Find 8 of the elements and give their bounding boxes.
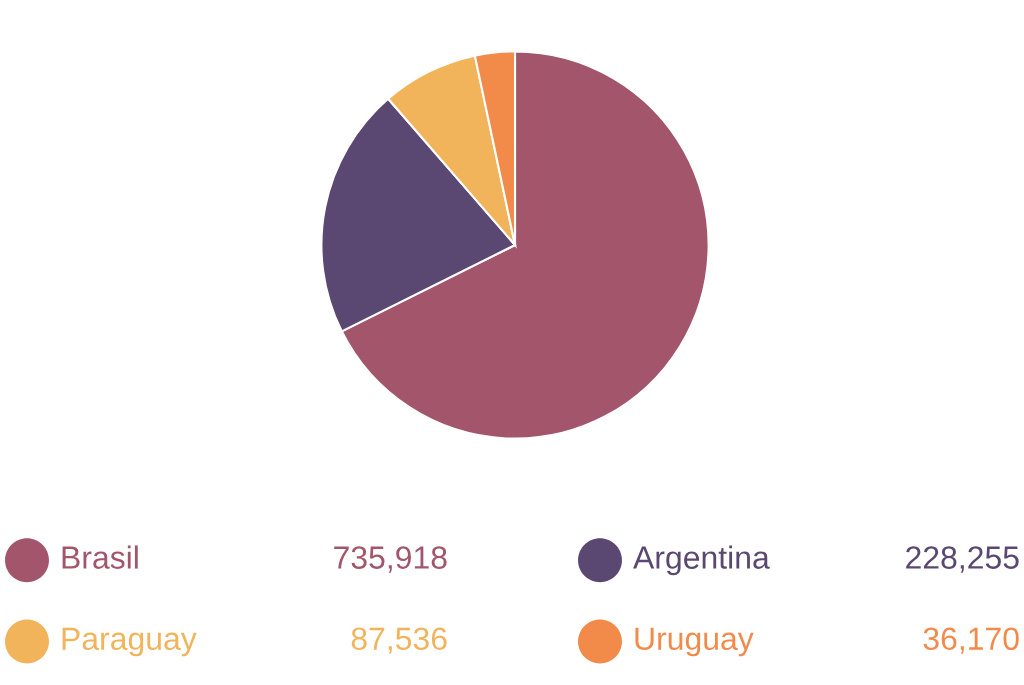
legend-label: Argentina xyxy=(633,545,770,576)
data-label: 87,536 xyxy=(351,627,447,654)
data-label: 228,255 xyxy=(906,546,1019,573)
data-label: 36,170 xyxy=(923,627,1019,654)
legend-label: Paraguay xyxy=(62,627,197,657)
legend-label: Brasil xyxy=(62,545,138,569)
legend-label: Uruguay xyxy=(635,627,754,657)
data-label: 735,918 xyxy=(334,546,447,573)
